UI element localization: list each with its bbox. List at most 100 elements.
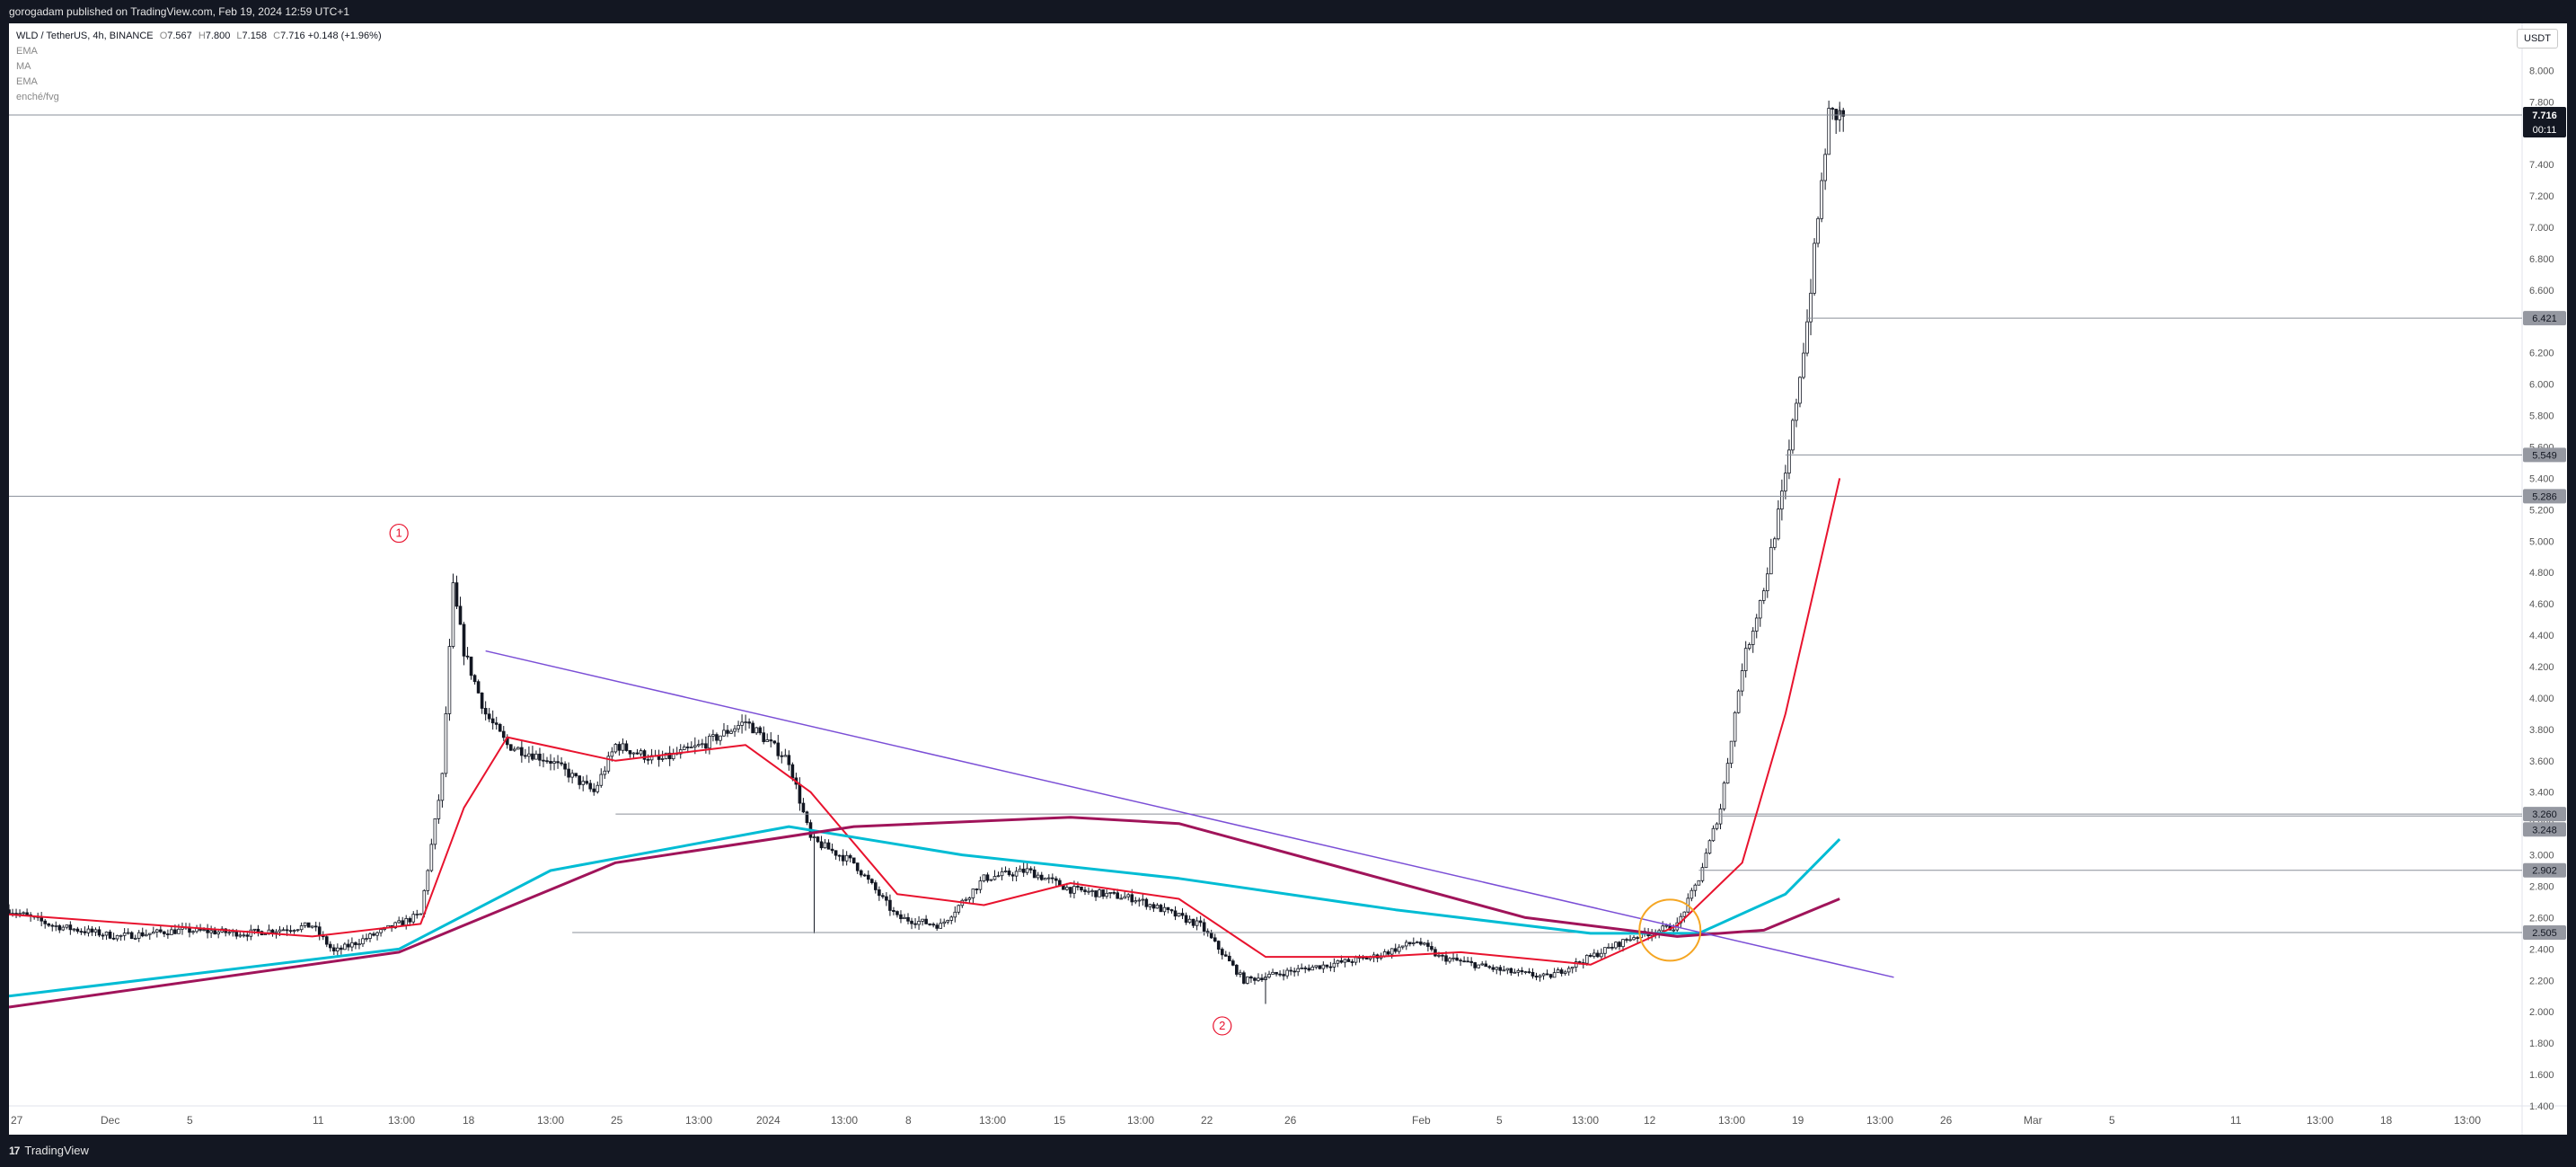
price-level-badge[interactable]: 5.286 (2523, 489, 2566, 504)
candle-body (133, 937, 137, 940)
indicator-fvg[interactable]: enché/fvg (16, 92, 59, 102)
candle-body (252, 928, 257, 931)
candle-body (722, 729, 726, 737)
candle-body (888, 899, 892, 911)
candle-body (108, 931, 112, 939)
candle-body (1137, 899, 1142, 902)
price-chart[interactable]: 8.2008.0007.8007.6007.4007.2007.0006.800… (9, 23, 2567, 1135)
indicator-ma[interactable]: MA (16, 61, 31, 72)
candle-body (1777, 508, 1780, 540)
candle-body (878, 889, 881, 897)
candle-body (9, 909, 11, 915)
candle-body (762, 732, 766, 742)
price-tick-label: 2.800 (2529, 882, 2554, 893)
candle-body (1090, 890, 1094, 892)
chart-pane[interactable]: 8.2008.0007.8007.6007.4007.2007.0006.800… (9, 23, 2567, 1135)
price-level-badge[interactable]: 5.549 (2523, 447, 2566, 463)
candle-body (1123, 896, 1127, 899)
indicator-ema-fast[interactable]: EMA (16, 46, 38, 57)
tradingview-logo[interactable]: 17 TradingView (9, 1135, 89, 1167)
candle-body (642, 750, 647, 760)
candle-body (1278, 973, 1282, 976)
price-level-badge[interactable]: 6.421 (2523, 311, 2566, 326)
candle-body (567, 768, 570, 778)
candle-body (1292, 970, 1296, 973)
candle-body (1080, 886, 1083, 891)
candle-body (1260, 977, 1264, 981)
candle-body (1239, 972, 1242, 975)
publisher-text: gorogadam published on TradingView.com, … (9, 5, 350, 18)
candle-body (939, 923, 942, 929)
candle-body (1346, 959, 1351, 962)
candle-body (90, 928, 94, 933)
candle-body (1563, 971, 1567, 974)
time-tick-label: 13:00 (537, 1114, 564, 1127)
price-tick-label: 6.600 (2529, 286, 2554, 296)
candle-body (1809, 292, 1813, 323)
candle-body (1275, 971, 1278, 975)
candle-body (249, 929, 253, 937)
price-tick-label: 5.400 (2529, 473, 2554, 484)
candle-body (1682, 911, 1687, 917)
candle-body (1618, 942, 1621, 948)
candle-body (1397, 946, 1401, 952)
price-level-badge[interactable]: 3.248 (2523, 822, 2566, 837)
symbol-label[interactable]: WLD / TetherUS, 4h, BINANCE (16, 31, 154, 41)
candle-body (1754, 617, 1759, 632)
candle-body (1743, 648, 1748, 671)
candle-body (1451, 957, 1455, 959)
candle-body (1246, 976, 1249, 984)
candle-body (1191, 918, 1195, 926)
price-level-badge-text: 6.421 (2532, 314, 2557, 324)
candle-body (25, 912, 29, 915)
candle-body (1173, 910, 1178, 917)
candle-body (1780, 491, 1784, 510)
price-tick-label: 3.800 (2529, 725, 2554, 736)
candle-body (635, 752, 640, 755)
candle-body (1101, 889, 1105, 897)
candle-body (465, 655, 470, 658)
time-tick-label: 25 (611, 1114, 623, 1127)
candle-body (585, 781, 589, 784)
candle-body (1765, 573, 1769, 592)
price-level-badge[interactable]: 2.505 (2523, 925, 2566, 941)
candle-body (520, 747, 524, 756)
candle-body (1072, 886, 1076, 894)
candle-body (862, 874, 867, 877)
time-tick-label: 5 (187, 1114, 193, 1127)
candle-body (1527, 971, 1531, 974)
indicator-ema-slow[interactable]: EMA (16, 76, 38, 87)
candle-body (975, 889, 979, 890)
candle-body (1321, 964, 1326, 969)
ohlc-low: 7.158 (242, 31, 268, 41)
ma-line (9, 825, 1841, 998)
candle-body (332, 947, 336, 952)
candle-body (1180, 913, 1185, 916)
candle-body (47, 923, 51, 926)
candle-body (1285, 969, 1289, 977)
candle-body (1382, 951, 1387, 957)
last-price-badge[interactable]: 7.716 00:11 (2523, 106, 2566, 137)
currency-unit-button[interactable]: USDT (2517, 29, 2558, 49)
candle-body (1761, 590, 1766, 601)
candle-body (1419, 942, 1423, 945)
candle-body (765, 739, 770, 742)
price-level-badge[interactable]: 2.902 (2523, 862, 2566, 878)
candle-body (719, 735, 722, 741)
candle-body (1332, 962, 1337, 968)
candle-body (1307, 968, 1311, 971)
time-tick-label: 18 (2380, 1114, 2393, 1127)
time-tick-label: 12 (1644, 1114, 1656, 1127)
price-level-badge[interactable]: 3.260 (2523, 807, 2566, 822)
candle-body (599, 774, 604, 786)
candle-body (1148, 904, 1152, 907)
candle-body (1112, 891, 1116, 894)
candle-body (1495, 967, 1499, 970)
candle-body (621, 743, 625, 751)
candle-body (982, 874, 986, 881)
candle-body (906, 916, 910, 922)
candle-body (552, 761, 556, 764)
candle-body (129, 932, 134, 940)
candle-body (624, 743, 629, 751)
candle-body (1144, 898, 1149, 907)
